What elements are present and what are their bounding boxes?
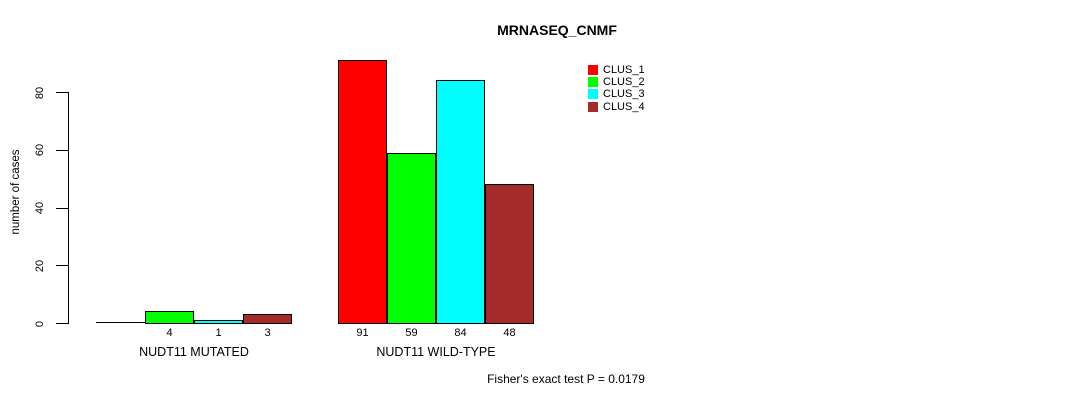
group-label: NUDT11 WILD-TYPE: [376, 345, 496, 359]
y-axis: [68, 92, 69, 324]
bar: [243, 314, 292, 324]
legend-swatch: [588, 89, 598, 100]
bar-value-label: 84: [454, 327, 467, 339]
annotation-text: Fisher's exact test P = 0.0179: [487, 372, 645, 386]
y-tick-label: 20: [34, 259, 46, 272]
bar: [387, 153, 436, 324]
y-tick: [56, 207, 68, 209]
bar: [96, 322, 145, 323]
legend-label: CLUS_3: [603, 88, 645, 101]
y-tick: [56, 149, 68, 151]
y-tick: [56, 92, 68, 93]
legend-swatch: [588, 77, 598, 88]
y-tick-label: 60: [34, 144, 46, 157]
legend-label: CLUS_4: [603, 100, 645, 113]
bar-value-label: 91: [356, 327, 369, 339]
bar-value-label: 1: [215, 327, 222, 339]
bar: [485, 184, 534, 324]
bar: [436, 80, 485, 324]
bar: [194, 320, 243, 324]
bar-value-label: 4: [166, 327, 173, 339]
legend-label: CLUS_2: [603, 76, 645, 89]
legend-swatch: [588, 65, 598, 75]
bar-value-label: 3: [264, 327, 271, 339]
y-tick-label: 80: [34, 86, 46, 99]
y-axis-label: number of cases: [10, 149, 22, 235]
chart-title: MRNASEQ_CNMF: [497, 22, 617, 38]
y-tick-label: 40: [34, 201, 46, 215]
group-label: NUDT11 MUTATED: [139, 345, 249, 359]
bar-value-label: 59: [405, 327, 418, 339]
y-tick: [56, 323, 68, 324]
bar: [145, 311, 194, 324]
y-tick-label: 0: [34, 320, 46, 327]
y-tick: [56, 265, 68, 267]
bar: [338, 60, 387, 324]
bar-value-label: 48: [503, 327, 516, 339]
legend-swatch: [588, 101, 598, 112]
legend-label: CLUS_1: [603, 64, 645, 76]
